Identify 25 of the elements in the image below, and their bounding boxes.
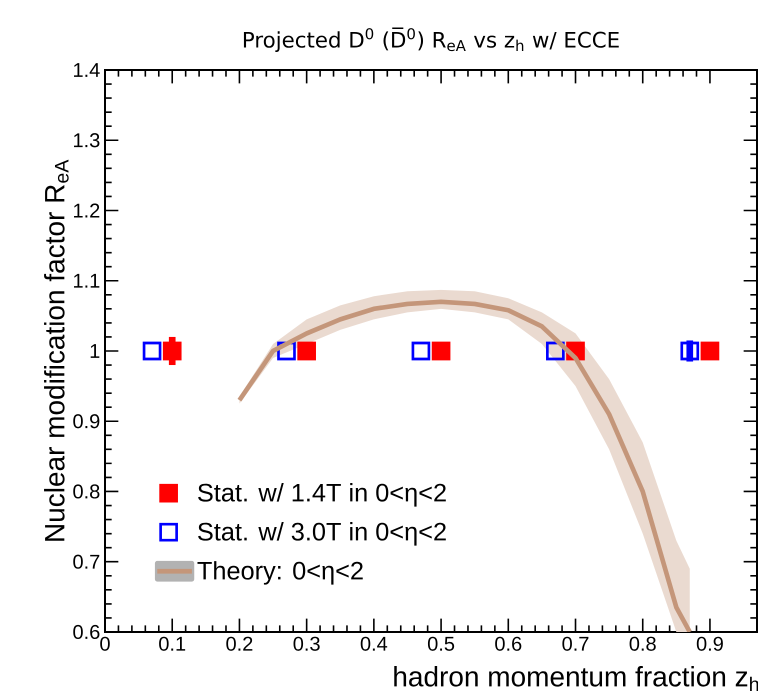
x-tick-label: 0.4: [360, 636, 388, 651]
y-tick-label: 1.1: [74, 274, 100, 288]
legend-label: Stat. w/ 1.4T in 0<η<2: [198, 483, 446, 507]
y-axis-title: Nuclear modification factor R$_{eA}$: [44, 160, 69, 541]
legend-label: Theory: 0<η<2: [197, 561, 363, 585]
x-tick-label: 0: [100, 636, 110, 651]
y-tick-label: 1.4: [74, 63, 100, 77]
legend-label: Stat. w/ 3.0T in 0<η<2: [198, 522, 446, 546]
y-tick-label: 0.7: [73, 554, 100, 569]
y-tick-label: 1.2: [74, 204, 100, 218]
y-tick-label: 0.6: [73, 624, 100, 640]
x-axis-title: hadron momentum fraction z$_{h}$: [394, 666, 758, 691]
x-tick-label: 0.6: [495, 636, 522, 651]
x-tick-label: 0.2: [226, 636, 252, 651]
x-tick-label: 0.9: [696, 636, 723, 651]
x-tick-label: 0.5: [428, 636, 454, 651]
y-tick-label: 1: [90, 344, 100, 358]
chart-title: Projected D$^{0}$ (D̅$^{0}$) R$_{eA}$ vs z$_{h}$ w/ ECCE: [244, 28, 619, 52]
y-tick-label: 0.8: [73, 484, 100, 499]
x-tick-label: 0.3: [294, 636, 320, 651]
x-tick-label: 0.8: [630, 636, 656, 651]
y-tick-label: 1.3: [74, 133, 100, 148]
x-tick-label: 0.1: [159, 636, 186, 651]
y-tick-label: 0.9: [73, 414, 100, 428]
x-tick-label: 0.7: [562, 636, 588, 651]
